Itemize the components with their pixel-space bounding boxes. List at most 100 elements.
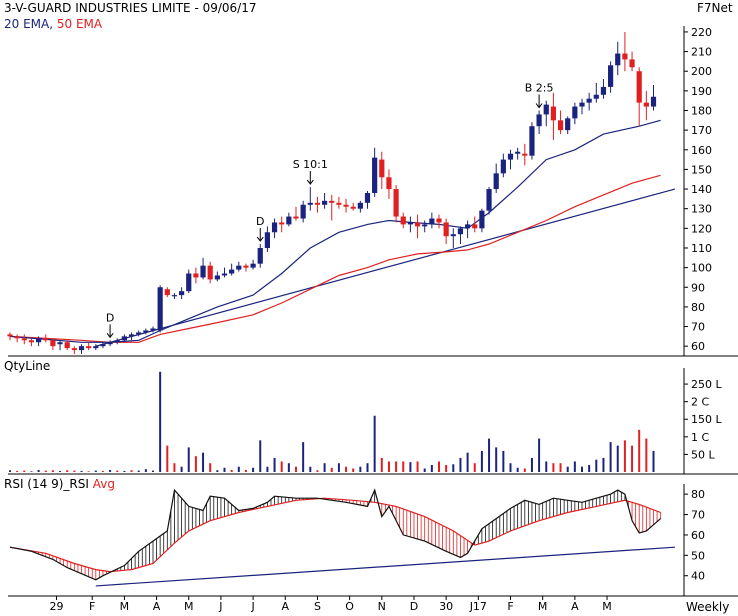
- candle: [236, 261, 242, 272]
- time-tick-label: M: [184, 600, 194, 613]
- candle: [207, 261, 213, 284]
- candle-body: [157, 287, 163, 331]
- candle-body: [522, 153, 528, 156]
- candle: [515, 147, 521, 160]
- candle-body: [422, 224, 428, 227]
- rsi-tick-label: 80: [691, 488, 705, 501]
- candle: [343, 198, 349, 213]
- rsi-tick-label: 50: [691, 549, 705, 562]
- candle: [364, 191, 371, 209]
- candle: [407, 216, 413, 233]
- candle-body: [593, 94, 599, 99]
- candle-body: [372, 157, 378, 193]
- annotation-label: B 2:5: [525, 81, 554, 94]
- candle-body: [214, 275, 220, 280]
- volume-tick-label: 50 L: [691, 448, 715, 461]
- price-tick-label: 150: [691, 163, 712, 176]
- candle: [393, 185, 399, 223]
- annotation-label: S 10:1: [293, 158, 328, 171]
- candle: [257, 244, 263, 268]
- time-tick-label: S: [314, 600, 321, 613]
- candle-body: [457, 228, 464, 235]
- candle-body: [615, 53, 621, 66]
- candle-body: [486, 189, 492, 211]
- candle-body: [507, 153, 514, 160]
- candle: [636, 67, 642, 127]
- annotation-arrowhead: [306, 179, 314, 185]
- candle-body: [78, 346, 85, 351]
- price-tick-label: 220: [691, 26, 712, 39]
- candle: [50, 338, 56, 351]
- candle: [128, 332, 135, 341]
- candle-body: [128, 334, 135, 337]
- candle: [572, 102, 578, 125]
- candle-body: [386, 177, 392, 190]
- candle: [400, 212, 406, 229]
- price-tick-label: 170: [691, 124, 712, 137]
- candle: [336, 196, 342, 209]
- price-candles: [7, 31, 657, 355]
- candle-body: [200, 265, 206, 278]
- candle-body: [500, 159, 506, 174]
- candle-body: [36, 338, 42, 343]
- ema50-legend-label: 50 EMA: [56, 17, 103, 31]
- time-tick-label: A: [282, 600, 290, 613]
- price-tick-label: 190: [691, 85, 712, 98]
- candle-body: [150, 328, 156, 331]
- candle: [93, 344, 99, 351]
- candle-body: [21, 338, 27, 341]
- candle-body: [107, 342, 113, 345]
- price-trendline: [95, 188, 676, 347]
- volume-tick-label: 2 C: [691, 396, 709, 409]
- candle: [179, 287, 185, 300]
- candle: [193, 267, 199, 284]
- candle: [436, 214, 442, 229]
- ema20-line: [9, 119, 661, 343]
- time-tick-label: M: [538, 600, 548, 613]
- timeframe-label: Weekly: [686, 600, 730, 614]
- candle-body: [429, 218, 435, 225]
- candle: [479, 208, 485, 233]
- candle-body: [608, 65, 614, 87]
- candle-body: [536, 114, 542, 127]
- candle-body: [543, 104, 549, 115]
- candle: [615, 41, 621, 76]
- annotation-label: D: [106, 311, 114, 324]
- candle-body: [271, 222, 278, 233]
- candle: [443, 218, 449, 245]
- candle-body: [629, 59, 635, 68]
- candle-body: [300, 204, 306, 219]
- rsi-tick-label: 40: [691, 570, 705, 583]
- candle: [550, 92, 556, 140]
- candle: [450, 228, 456, 248]
- candle-body: [50, 340, 56, 347]
- candle-body: [164, 289, 170, 296]
- candle-body: [86, 346, 92, 349]
- candle-body: [479, 210, 485, 229]
- candle-body: [221, 273, 228, 276]
- time-tick-label: 30: [439, 600, 453, 613]
- rsi-hatching: [13, 490, 662, 580]
- candle-body: [450, 234, 456, 237]
- candle-body: [364, 192, 371, 203]
- candle-body: [143, 330, 149, 333]
- candle: [250, 259, 256, 270]
- candle-body: [650, 96, 657, 107]
- candle-body: [465, 224, 471, 229]
- price-axis: 60 70 80 90 100 110 120 130 140 150 160 170 180 190 20…: [8, 26, 738, 357]
- candle: [586, 92, 592, 111]
- candle: [386, 169, 392, 199]
- source-label: F7Net: [697, 1, 733, 15]
- candle: [529, 122, 535, 160]
- rsi-tick-label: 70: [691, 509, 705, 522]
- annotation-label: D: [256, 215, 264, 228]
- candle: [565, 116, 571, 135]
- time-tick-label: D: [410, 600, 418, 613]
- volume-tick-label: 250 L: [691, 378, 722, 391]
- rsi-axis: 40 50 60 70 80: [8, 484, 738, 597]
- candle: [486, 187, 492, 215]
- candle-body: [64, 342, 70, 349]
- candle: [279, 216, 285, 233]
